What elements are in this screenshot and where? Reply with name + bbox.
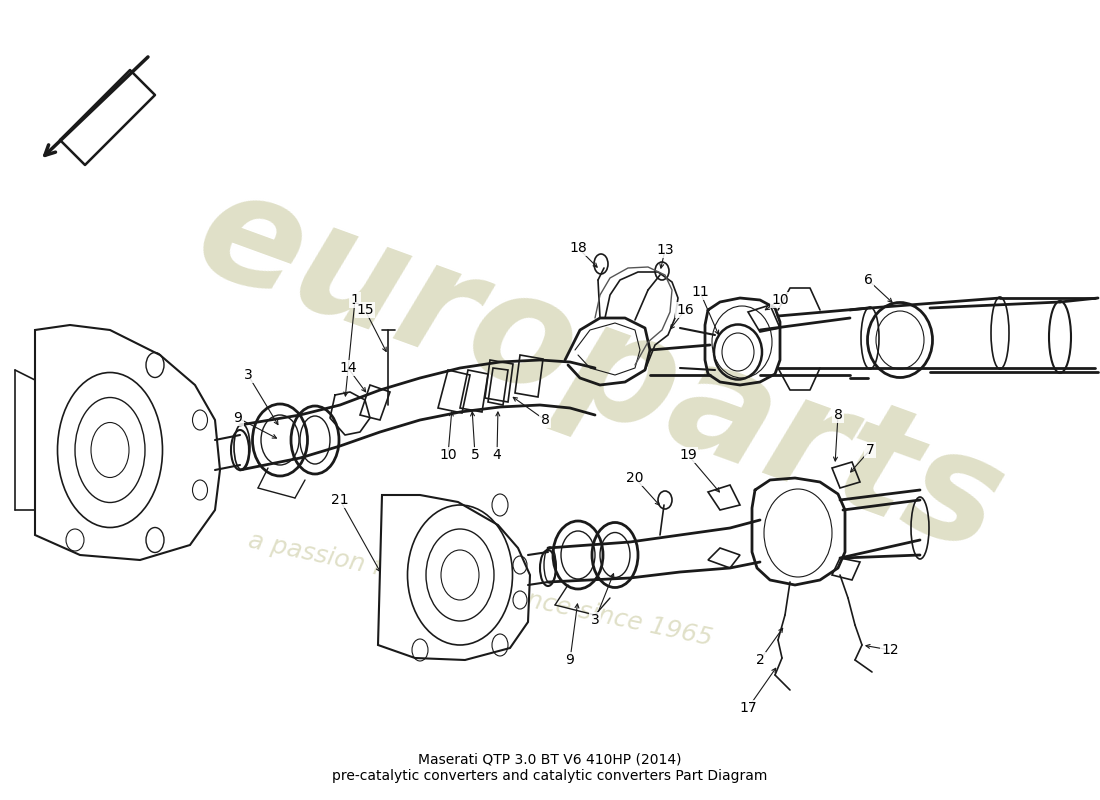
Text: 11: 11	[691, 285, 708, 299]
Text: 13: 13	[657, 243, 674, 257]
Text: 3: 3	[591, 613, 600, 627]
Text: 8: 8	[540, 413, 549, 427]
Text: 21: 21	[331, 493, 349, 507]
Text: 3: 3	[243, 368, 252, 382]
Text: 16: 16	[676, 303, 694, 317]
Text: 7: 7	[866, 443, 874, 457]
Text: 14: 14	[339, 361, 356, 375]
Polygon shape	[378, 495, 530, 660]
Text: 15: 15	[356, 303, 374, 317]
Text: 6: 6	[864, 273, 872, 287]
Text: 9: 9	[233, 411, 242, 425]
Text: 5: 5	[471, 448, 480, 462]
Text: 4: 4	[493, 448, 502, 462]
Text: 9: 9	[565, 653, 574, 667]
Text: europarts: europarts	[178, 155, 1022, 585]
Text: 8: 8	[834, 408, 843, 422]
Text: 1: 1	[351, 293, 360, 307]
Text: 18: 18	[569, 241, 587, 255]
Polygon shape	[35, 325, 220, 560]
Text: 20: 20	[626, 471, 644, 485]
Text: 19: 19	[679, 448, 697, 462]
Text: 12: 12	[881, 643, 899, 657]
Text: 10: 10	[439, 448, 456, 462]
Text: 2: 2	[756, 653, 764, 667]
Text: a passion for performance since 1965: a passion for performance since 1965	[245, 529, 714, 651]
Text: Maserati QTP 3.0 BT V6 410HP (2014)
pre-catalytic converters and catalytic conve: Maserati QTP 3.0 BT V6 410HP (2014) pre-…	[332, 753, 768, 783]
Text: 17: 17	[739, 701, 757, 715]
Text: 10: 10	[771, 293, 789, 307]
